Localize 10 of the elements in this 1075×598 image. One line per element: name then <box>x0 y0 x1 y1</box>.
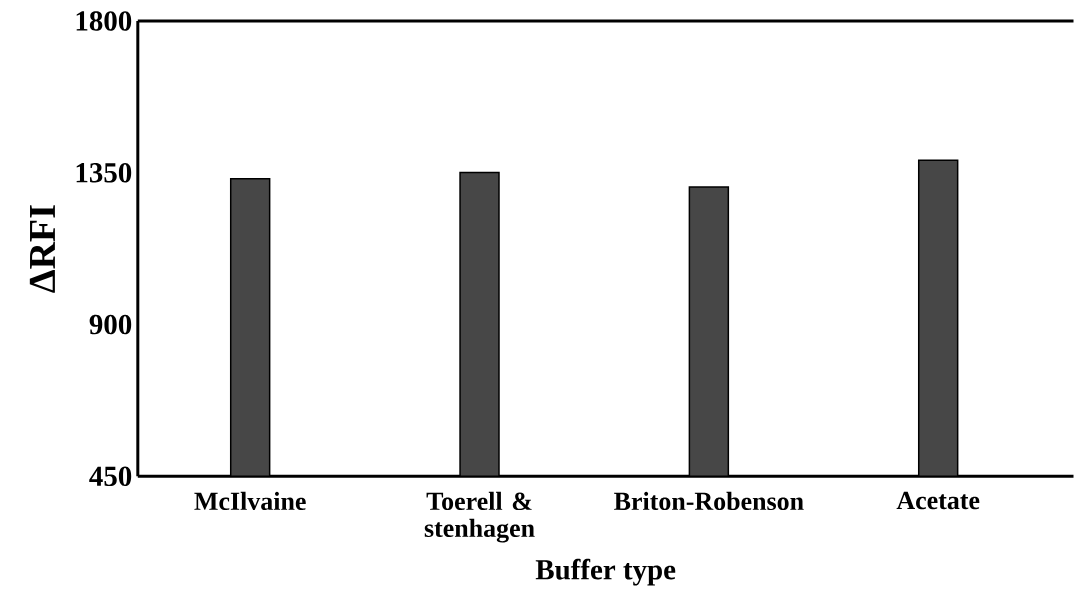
x-tick-label: Acetate <box>896 491 980 510</box>
x-tick-label: Briton-Robenson <box>614 491 804 511</box>
y-tick-label: 900 <box>89 314 132 335</box>
y-tick-label: 450 <box>89 466 132 487</box>
x-axis-title: Buffer type <box>535 558 676 586</box>
y-axis-title: ΔRFI <box>29 205 55 293</box>
x-tick-label: McIlvaine <box>194 491 306 511</box>
y-tick-label: 1800 <box>76 11 132 31</box>
y-tick-label: 1350 <box>76 162 132 183</box>
x-tick-label: Toerell & stenhagen <box>424 491 535 543</box>
